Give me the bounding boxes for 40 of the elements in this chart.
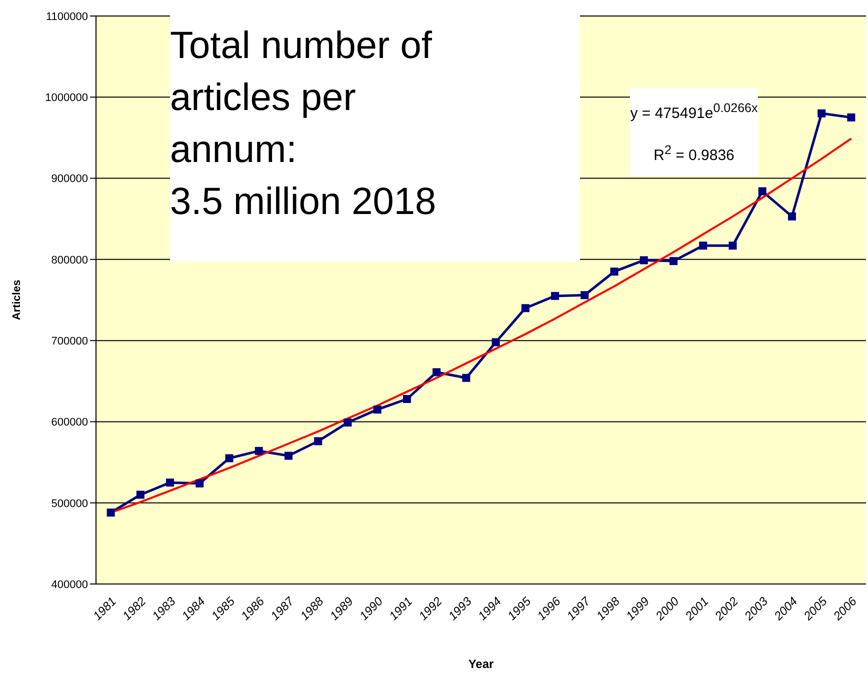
point [344, 418, 352, 427]
point [699, 242, 708, 250]
point [758, 187, 766, 196]
annotation: R$^{2}$ = 0.9836 [652, 142, 736, 166]
y-tick-label: 900000 [51, 173, 88, 186]
point [818, 109, 826, 118]
y-axis-title: Articles [10, 280, 23, 320]
y-tick-label: 800000 [51, 254, 88, 266]
point [166, 478, 174, 487]
point [580, 291, 589, 300]
point [254, 446, 263, 455]
equation-panel: y = 475491e$^{0.0266x}$ R$^{2}$ = 0.9836 [630, 88, 758, 176]
point [847, 113, 856, 122]
point [462, 374, 470, 382]
point [492, 338, 500, 346]
point [788, 212, 796, 220]
y-tick-label: 500000 [51, 498, 88, 510]
annotation: Total number of articles per annum: 3.5 million 2018 [170, 24, 438, 225]
point [196, 479, 204, 488]
point [640, 256, 648, 264]
y-tick-label: 600000 [51, 416, 88, 429]
point [402, 394, 411, 403]
y-tick-label: 1000000 [45, 92, 88, 104]
point [551, 292, 560, 300]
y-tick-label: 1100000 [46, 10, 88, 23]
point [728, 242, 737, 250]
y-tick-label: 700000 [51, 335, 88, 348]
point [432, 368, 441, 376]
point [284, 452, 292, 460]
point [521, 304, 530, 312]
point [225, 454, 234, 462]
y-tick-label: 400000 [51, 578, 88, 591]
annotation: y = 475491e$^{0.0266x}$ [630, 100, 758, 124]
point [373, 406, 382, 414]
x-axis-title: Year [468, 657, 494, 671]
point [106, 508, 115, 517]
point [670, 257, 678, 266]
point [610, 268, 618, 276]
point [314, 437, 322, 446]
point [136, 490, 144, 499]
